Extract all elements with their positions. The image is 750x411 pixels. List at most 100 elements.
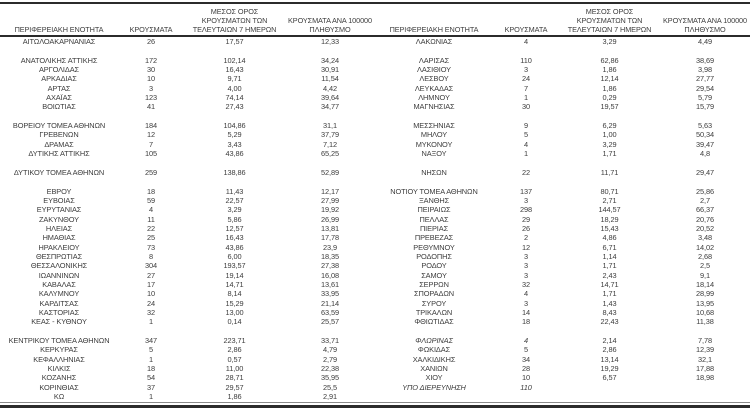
cell-avg7: 223,71 <box>223 336 246 345</box>
cell-per100k: 3,98 <box>698 65 712 75</box>
table-row: ΣΕΡΡΩΝ 32 14,71 18,14 <box>375 280 750 289</box>
cell-cases: 41 <box>146 102 156 112</box>
cell-avg7: 15,43 <box>600 223 619 233</box>
cell-per100k: 39,47 <box>696 139 714 149</box>
table-row: ΚΕΡΚΥΡΑΣ 5 2,86 4,79 <box>0 345 375 354</box>
cell-per100k: 30,91 <box>321 65 339 75</box>
cell-region: ΜΑΓΝΗΣΙΑΣ <box>413 102 455 112</box>
table-row: ΖΑΚΥΝΘΟΥ 11 5,86 26,99 <box>0 215 375 224</box>
cell-avg7: 16,43 <box>225 233 244 243</box>
cell-cases: 4 <box>148 205 153 215</box>
cell-per100k: 12,17 <box>321 186 339 196</box>
cell-per100k: 7,12 <box>323 139 337 149</box>
cell-avg7: 138,86 <box>223 167 246 177</box>
group-spacer <box>375 158 750 167</box>
cell-region: ΚΙΛΚΙΣ <box>47 364 71 374</box>
cell-avg7: 12,14 <box>600 74 619 84</box>
cell-cases: 11 <box>147 214 155 224</box>
cell-avg7: 3,29 <box>227 205 242 215</box>
cell-region: ΝΑΞΟΥ <box>421 149 447 159</box>
cell-avg7: 19,29 <box>600 364 619 374</box>
cell-per100k: 5,79 <box>698 93 712 103</box>
cell-cases: 37 <box>146 382 156 392</box>
table-row: ΝΟΤΙΟΥ ΤΟΜΕΑ ΑΘΗΝΩΝ 137 80,71 25,86 <box>375 187 750 196</box>
column-header-per100k-line: ΠΛΗΘΥΣΜΟ <box>309 25 351 34</box>
cell-avg7: 2,43 <box>602 270 617 280</box>
cell-region: ΕΥΒΟΙΑΣ <box>43 195 75 205</box>
column-header-per100k: ΚΡΟΥΣΜΑΤΑ ΑΝΑ 100000 ΠΛΗΘΥΣΜΟ <box>285 16 375 34</box>
cell-region: ΡΟΔΟΥ <box>421 261 447 271</box>
cell-region: ΜΥΚΟΝΟΥ <box>415 139 453 149</box>
cell-per100k: 26,99 <box>321 214 339 224</box>
cell-cases: 59 <box>146 195 156 205</box>
cell-region: ΦΘΙΩΤΙΔΑΣ <box>414 317 454 327</box>
table-row: ΛΗΜΝΟΥ 1 0,29 5,79 <box>375 93 750 102</box>
table-row: ΞΑΝΘΗΣ 3 2,71 2,7 <box>375 196 750 205</box>
cell-avg7: 1,71 <box>602 289 617 299</box>
cell-avg7: 17,57 <box>225 37 244 46</box>
cell-cases: 110 <box>520 382 532 392</box>
cell-cases: 3 <box>523 298 528 308</box>
table-row: ΔΥΤΙΚΗΣ ΑΤΤΙΚΗΣ 105 43,86 65,25 <box>0 149 375 158</box>
cell-avg7: 0,57 <box>227 354 242 364</box>
cell-avg7: 1,14 <box>602 251 617 261</box>
cell-cases: 1 <box>148 392 153 402</box>
table-row: ΧΑΛΚΙΔΙΚΗΣ 34 13,14 32,1 <box>375 355 750 364</box>
cell-avg7: 3,29 <box>602 37 617 46</box>
cell-avg7: 29,57 <box>225 382 244 392</box>
cell-region: ΚΕΝΤΡΙΚΟΥ ΤΟΜΕΑ ΑΘΗΝΩΝ <box>8 336 110 345</box>
cell-avg7: 6,29 <box>602 121 617 131</box>
cell-cases: 3 <box>523 195 528 205</box>
cell-cases: 1 <box>148 317 153 327</box>
cell-avg7: 43,86 <box>225 242 244 252</box>
group-spacer <box>0 327 375 336</box>
cell-cases: 25 <box>146 233 156 243</box>
cell-region: ΘΕΣΣΑΛΟΝΙΚΗΣ <box>30 261 88 271</box>
cell-cases: 4 <box>523 37 528 46</box>
table-row: ΔΥΤΙΚΟΥ ΤΟΜΕΑ ΑΘΗΝΩΝ 259 138,86 52,89 <box>0 168 375 177</box>
cell-avg7: 0,29 <box>602 93 617 103</box>
cell-avg7: 19,14 <box>225 270 244 280</box>
cell-region: ΦΩΚΙΔΑΣ <box>417 345 451 355</box>
cell-cases: 12 <box>146 130 156 140</box>
cell-per100k: 18,14 <box>696 279 714 289</box>
table-row: ΜΥΚΟΝΟΥ 4 3,29 39,47 <box>375 140 750 149</box>
cell-avg7: 62,86 <box>600 55 619 65</box>
cell-region: ΛΑΣΙΘΙΟΥ <box>417 65 451 75</box>
cell-avg7: 8,43 <box>602 307 617 317</box>
table-row: ΑΡΓΟΛΙΔΑΣ 30 16,43 30,91 <box>0 65 375 74</box>
table-row: ΚΕΑΣ - ΚΥΘΝΟΥ 1 0,14 25,57 <box>0 317 375 326</box>
cell-region: ΣΑΜΟΥ <box>421 270 447 280</box>
cell-cases: 9 <box>523 121 528 131</box>
cell-avg7: 1,86 <box>602 65 617 75</box>
group-spacer <box>375 112 750 121</box>
table-row: ΦΘΙΩΤΙΔΑΣ 18 22,43 11,38 <box>375 317 750 326</box>
cell-cases: 4 <box>523 289 528 299</box>
cell-region: ΦΛΩΡΙΝΑΣ <box>415 336 453 345</box>
table-left: ΠΕΡΙΦΕΡΕΙΑΚΗ ΕΝΟΤΗΤΑ ΚΡΟΥΣΜΑΤΑ ΜΕΣΟΣ ΟΡΟ… <box>0 4 375 401</box>
cell-per100k: 25,86 <box>696 186 714 196</box>
column-header-cases: ΚΡΟΥΣΜΑΤΑ <box>118 25 184 34</box>
cell-cases: 34 <box>521 354 531 364</box>
cell-per100k: 32,1 <box>698 354 712 364</box>
cell-avg7: 4,86 <box>602 233 617 243</box>
table-row: ΠΕΙΡΑΙΩΣ 298 144,57 66,37 <box>375 205 750 214</box>
group-spacer <box>375 327 750 336</box>
table-halves: ΠΕΡΙΦΕΡΕΙΑΚΗ ΕΝΟΤΗΤΑ ΚΡΟΥΣΜΑΤΑ ΜΕΣΟΣ ΟΡΟ… <box>0 4 750 401</box>
cell-region: ΑΡΓΟΛΙΔΑΣ <box>38 65 80 75</box>
cell-cases: 4 <box>523 139 528 149</box>
bottom-rule-thick <box>0 405 750 408</box>
cell-per100k: 18,35 <box>321 251 339 261</box>
table-row: ΑΙΤΩΛΟΑΚΑΡΝΑΝΙΑΣ 26 17,57 12,33 <box>0 37 375 46</box>
cell-region: ΠΙΕΡΙΑΣ <box>419 223 449 233</box>
column-header-avg7: ΜΕΣΟΣ ΟΡΟΣ ΚΡΟΥΣΜΑΤΩΝ ΤΩΝ ΤΕΛΕΥΤΑΙΩΝ 7 Η… <box>184 7 285 34</box>
cell-region: ΚΕΡΚΥΡΑΣ <box>40 345 78 355</box>
cell-region: ΡΕΘΥΜΝΟΥ <box>413 242 455 252</box>
cell-cases: 29 <box>521 214 531 224</box>
cell-avg7: 22,43 <box>600 317 619 327</box>
cell-region: ΧΑΝΙΩΝ <box>420 364 448 374</box>
cell-region: ΚΑΣΤΟΡΙΑΣ <box>38 307 80 317</box>
cell-cases: 22 <box>146 223 156 233</box>
cell-cases: 259 <box>144 167 158 177</box>
cell-cases: 3 <box>148 83 153 93</box>
